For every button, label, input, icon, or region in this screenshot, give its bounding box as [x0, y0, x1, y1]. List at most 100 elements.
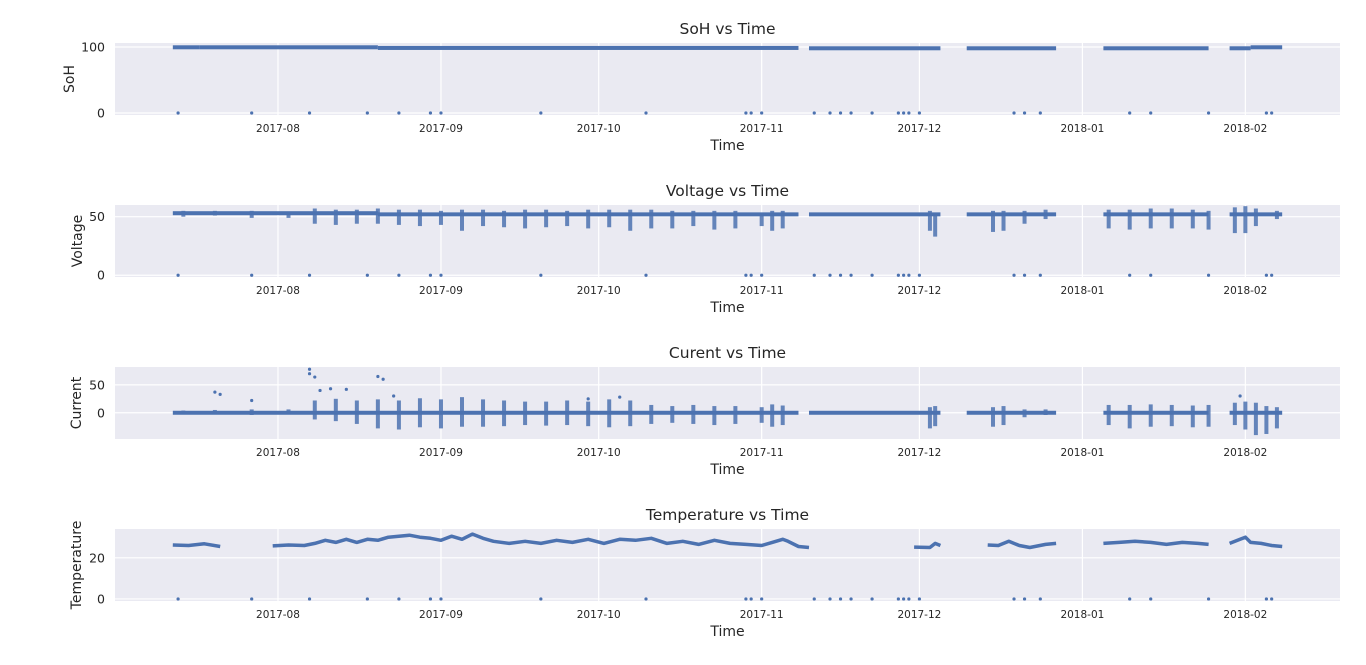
temperature-point: [365, 597, 369, 601]
voltage-scatter-cluster: [759, 213, 764, 227]
current-point: [392, 394, 396, 398]
soh-point: [828, 111, 832, 115]
voltage-scatter-cluster: [1169, 208, 1174, 229]
temperature-point: [838, 597, 843, 601]
voltage-scatter-cluster: [312, 208, 317, 224]
temperature-y-ticks: 0 20: [89, 550, 105, 606]
voltage-point: [828, 273, 832, 277]
voltage-point: [176, 273, 180, 277]
voltage-x-tick-label: 2017-08: [256, 285, 300, 297]
voltage-y-ticks: 0 50: [89, 209, 105, 283]
voltage-scatter-cluster: [670, 210, 675, 229]
temperature-point: [812, 597, 816, 601]
soh-point: [1128, 111, 1132, 115]
current-y-tick-label: 0: [97, 405, 105, 420]
voltage-title: Voltage vs Time: [666, 182, 789, 200]
soh-point: [365, 111, 369, 115]
soh-point: [539, 111, 543, 115]
temperature-point: [250, 597, 254, 601]
voltage-point: [1038, 273, 1042, 277]
voltage-point: [744, 273, 748, 277]
temperature-point: [749, 597, 753, 601]
voltage-scatter-cluster: [212, 210, 217, 216]
temperature-point: [907, 597, 911, 601]
temperature-plot-area: [115, 529, 1340, 601]
voltage-point: [1270, 273, 1274, 277]
current-scatter-cluster: [1043, 409, 1048, 415]
current-x-tick-label: 2017-10: [577, 447, 621, 459]
temperature-x-tick-label: 2018-02: [1223, 609, 1267, 621]
temperature-point: [1128, 597, 1132, 601]
current-x-tick-label: 2017-09: [419, 447, 463, 459]
voltage-series-segment: [966, 212, 1057, 217]
voltage-scatter-cluster: [565, 210, 570, 227]
current-scatter-cluster: [1232, 402, 1237, 426]
temperature-point: [644, 597, 648, 601]
temperature-marks: [172, 532, 1283, 601]
voltage-scatter-cluster: [1043, 209, 1048, 220]
soh-point: [749, 111, 753, 115]
soh-x-tick-label: 2017-09: [419, 123, 463, 135]
voltage-scatter-cluster: [1243, 206, 1248, 234]
voltage-scatter-cluster: [1253, 208, 1258, 227]
current-scatter-cluster: [1022, 409, 1027, 418]
current-x-tick-label: 2017-11: [740, 447, 784, 459]
current-scatter-cluster: [1274, 407, 1279, 429]
soh-series-segment: [377, 45, 799, 50]
soh-point: [1270, 111, 1274, 115]
temperature-point: [176, 597, 180, 601]
current-scatter-cluster: [628, 400, 633, 427]
voltage-point: [902, 273, 906, 277]
voltage-x-tick-label: 2017-11: [740, 285, 784, 297]
soh-point: [870, 111, 874, 115]
current-marks: [172, 367, 1283, 436]
current-scatter-cluster: [712, 406, 717, 426]
soh-y-tick-label: 100: [81, 39, 105, 54]
temperature-point: [1038, 597, 1042, 601]
current-point: [1238, 394, 1242, 398]
current-panel: Curent vs Time Time Current 2017-08 2017-…: [69, 344, 1340, 478]
temperature-point: [760, 597, 764, 601]
voltage-series-segment: [1103, 212, 1209, 217]
soh-x-tick-label: 2017-11: [740, 123, 784, 135]
voltage-point: [896, 273, 900, 277]
voltage-point: [1206, 273, 1211, 277]
temperature-point: [828, 597, 832, 601]
current-scatter-cluster: [691, 404, 696, 424]
current-y-axis-label: Current: [69, 376, 85, 429]
voltage-point: [428, 273, 433, 277]
voltage-scatter-cluster: [1106, 209, 1111, 229]
soh-point: [744, 111, 748, 115]
voltage-scatter-cluster: [649, 209, 654, 229]
current-scatter-cluster: [565, 400, 570, 426]
current-scatter-cluster: [1106, 404, 1111, 426]
current-series-segment: [172, 410, 799, 415]
soh-series-segment: [966, 46, 1057, 51]
current-series-segment: [966, 410, 1057, 415]
current-scatter-cluster: [991, 407, 996, 427]
voltage-point: [539, 273, 543, 277]
temperature-point: [1206, 597, 1211, 601]
voltage-scatter-cluster: [417, 209, 422, 227]
voltage-point: [760, 273, 764, 277]
temperature-point: [896, 597, 900, 601]
soh-title: SoH vs Time: [679, 20, 775, 38]
current-scatter-cluster: [670, 406, 675, 423]
current-scatter-cluster: [927, 407, 932, 429]
temperature-x-tick-label: 2017-11: [740, 609, 784, 621]
temperature-x-tick-label: 2017-08: [256, 609, 300, 621]
current-scatter-cluster: [1169, 404, 1174, 427]
voltage-y-axis-label: Voltage: [70, 215, 86, 268]
soh-series-segment: [808, 46, 941, 51]
voltage-point: [1128, 273, 1132, 277]
current-point: [376, 374, 380, 379]
voltage-y-tick-label: 50: [89, 209, 105, 224]
voltage-x-ticks: 2017-08 2017-09 2017-10 2017-11 2017-12 2018-…: [256, 285, 1267, 297]
soh-series-segment: [199, 45, 378, 50]
current-x-tick-label: 2018-01: [1060, 447, 1104, 459]
current-scatter-cluster: [733, 406, 738, 424]
current-scatter-cluster: [333, 398, 338, 422]
voltage-scatter-cluster: [1148, 208, 1153, 229]
current-scatter-cluster: [1190, 405, 1195, 428]
